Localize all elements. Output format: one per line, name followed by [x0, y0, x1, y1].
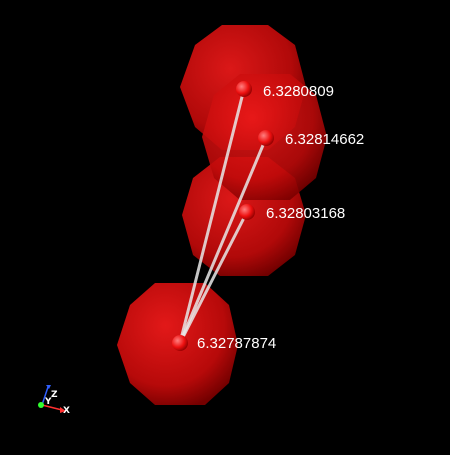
x-axis-arrowhead [60, 407, 66, 413]
bond-lines [178, 87, 268, 345]
y-axis-dot [38, 402, 44, 408]
atom-a4[interactable] [172, 335, 188, 351]
y-axis-label: Y [44, 397, 52, 407]
z-axis-label: Z [51, 390, 58, 400]
value-labels: 6.3280809 6.32814662 6.32803168 6.327878… [197, 83, 364, 352]
atom-a2[interactable] [258, 130, 274, 146]
value-label-a1: 6.3280809 [263, 83, 334, 100]
atom-a1[interactable] [236, 81, 252, 97]
atom-markers [172, 81, 274, 351]
z-axis-line [41, 386, 49, 406]
x-axis-label: X [63, 406, 70, 416]
value-label-a4: 6.32787874 [197, 335, 276, 352]
atom-a3[interactable] [239, 204, 255, 220]
bond-a4-a1 [178, 87, 246, 345]
bond-a4-a3 [178, 210, 249, 345]
x-axis-line [41, 404, 63, 411]
value-label-a2: 6.32814662 [285, 131, 364, 148]
value-label-a3: 6.32803168 [266, 205, 345, 222]
z-axis-arrowhead [46, 385, 51, 389]
bond-a4-a2 [178, 136, 268, 345]
orientation-axes-widget: X Y Z [38, 385, 70, 416]
